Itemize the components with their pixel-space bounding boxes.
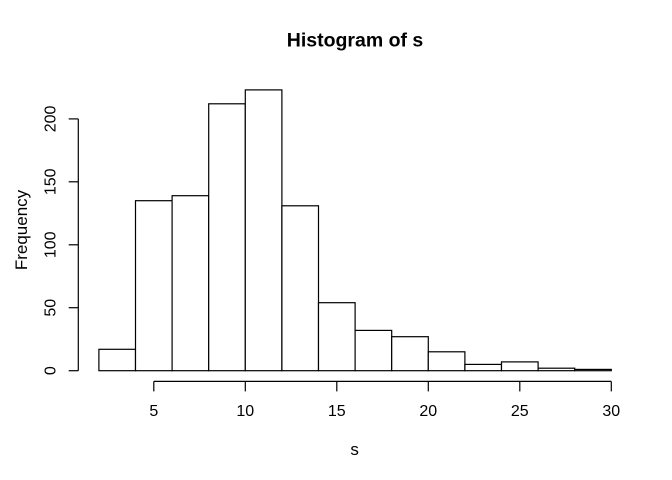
svg-text:25: 25 xyxy=(511,403,529,420)
svg-text:Histogram of s: Histogram of s xyxy=(287,30,424,52)
svg-text:10: 10 xyxy=(236,403,254,420)
svg-text:s: s xyxy=(350,440,359,459)
svg-text:15: 15 xyxy=(328,403,346,420)
svg-text:Frequency: Frequency xyxy=(12,189,31,270)
svg-text:150: 150 xyxy=(43,168,60,195)
svg-text:200: 200 xyxy=(43,105,60,132)
svg-text:50: 50 xyxy=(43,299,60,317)
svg-text:20: 20 xyxy=(419,403,437,420)
svg-text:0: 0 xyxy=(43,366,60,375)
svg-text:100: 100 xyxy=(43,231,60,258)
svg-text:5: 5 xyxy=(149,403,158,420)
svg-text:30: 30 xyxy=(602,403,620,420)
